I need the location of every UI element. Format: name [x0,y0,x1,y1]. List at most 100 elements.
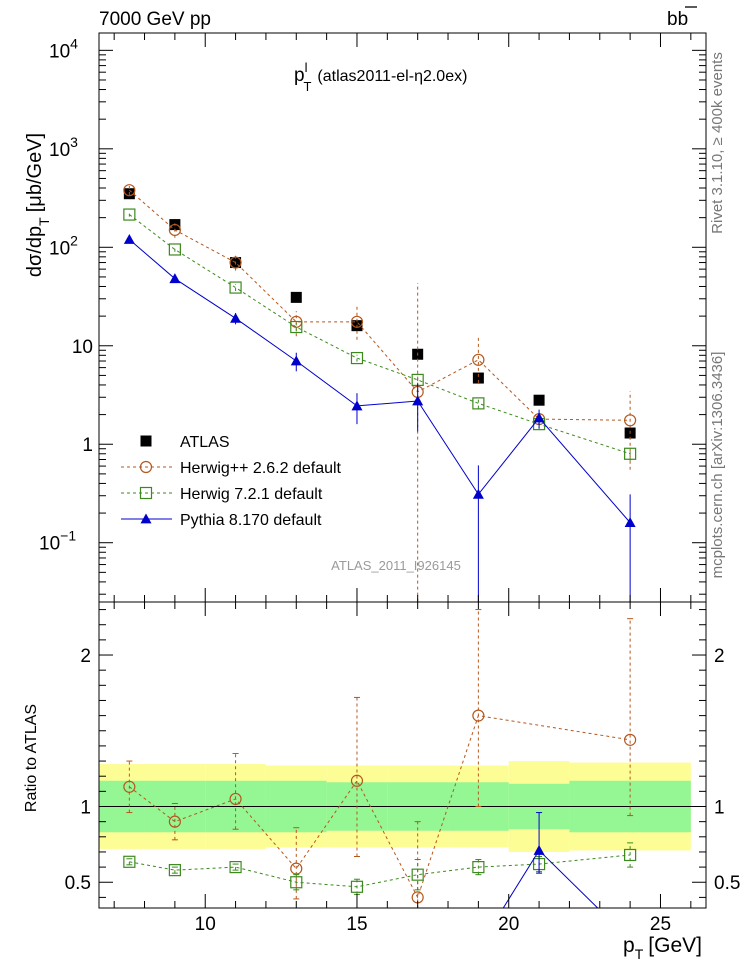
marker-filled-triangle [169,273,181,284]
marker-filled-triangle [140,513,152,524]
marker-open-square [168,243,181,256]
marker-open-square [123,855,136,868]
y-tick-label: 10−1 [39,528,76,555]
legend-entry-2: Herwig 7.2.1 default [121,486,323,503]
ratio-series-line [129,854,631,888]
ratio-series-0 [123,609,637,908]
svg-text:dσ/dpT[μb/GeV]: dσ/dpT [μb/GeV] [24,133,52,277]
title-suffix: (atlas2011-el-η2.0ex) [317,68,467,85]
marker-open-circle [472,709,485,722]
marker-open-circle [472,353,485,366]
ratio-panel-frame [98,601,707,909]
ratio-y-tick-label: 2 [80,646,91,667]
marker-open-square [229,860,242,874]
legend-label: ATLAS [180,434,230,451]
ylabel-symbol: dσ/dp [24,226,46,277]
marker-filled-square [290,291,302,303]
rivet-version-label: Rivet 3.1.10, ≥ 400k events [709,52,726,234]
title-symbol: p [294,65,305,86]
y-tick-label: 104 [49,35,78,62]
marker-open-circle [123,780,136,793]
y-tick-label: 10 [72,337,93,358]
marker-filled-triangle [533,844,545,855]
legend-entry-0: ATLAS [140,434,230,451]
marker-filled-triangle [290,355,302,366]
marker-open-circle [168,815,181,828]
marker-filled-triangle [412,395,424,406]
marker-open-square [139,486,153,500]
x-tick-label: 15 [346,914,367,935]
y-tick-label: 1 [82,435,93,456]
ratio-y-tick-label-right: 1 [714,798,725,819]
series-line [129,214,631,455]
x-tick-label: 10 [195,914,216,935]
marker-filled-square [533,394,545,406]
main-y-axis-title: dσ/dpT [μb/GeV] [24,133,52,277]
series-2 [123,208,637,461]
marker-open-circle [350,315,364,328]
series-0 [123,188,636,439]
marker-open-circle [624,733,637,746]
x-tick-label: 20 [498,914,519,935]
ylabel-unit: [μb/GeV] [24,133,46,212]
marker-open-circle [168,223,181,237]
marker-open-circle [229,792,242,806]
marker-open-circle [624,414,637,427]
marker-open-square [168,864,181,877]
marker-open-square [472,860,485,874]
ratio-axis-ticks: 10 15 20 25 0.5 0.5 1 1 2 2 [65,602,740,935]
marker-open-square [624,447,637,460]
marker-open-square [350,351,364,365]
marker-open-square [229,281,242,294]
marker-open-square [123,208,136,221]
legend-label: Pythia 8.170 default [180,512,322,529]
marker-open-square [350,880,364,893]
marker-filled-triangle [472,488,484,499]
marker-filled-triangle [123,233,135,244]
ratio-series-1 [123,842,637,895]
xlabel-symbol: p [623,934,635,957]
marker-open-square [411,868,424,881]
y-tick-label: 103 [49,134,78,161]
xlabel-subscript: T [635,946,644,962]
marker-open-circle [350,774,364,787]
x-axis-title: pT [GeV] [623,934,702,962]
process-label: bb [667,6,697,30]
series-line [129,239,631,523]
x-tick-label: 25 [650,914,671,935]
analysis-watermark: ATLAS_2011_I926145 [331,558,461,573]
ratio-panel-series [123,609,637,908]
title-superscript: l [305,60,308,75]
marker-open-circle [123,184,136,197]
y-tick-label: 102 [49,232,78,259]
legend-entry-3: Pythia 8.170 default [121,512,322,529]
main-title: pl T (atlas2011-el-η2.0ex) [294,60,467,94]
legend-label: Herwig 7.2.1 default [180,486,323,503]
xlabel-unit: [GeV] [648,934,702,957]
ylabel-subscript: T [36,217,52,226]
ratio-series-line [129,715,631,899]
ratio-series-2 [502,812,599,908]
series-line [129,189,631,421]
main-panel-series [123,184,637,602]
legend-label: Herwig++ 2.6.2 default [180,460,342,477]
ratio-y-axis-title: Ratio to ATLAS [23,704,40,812]
marker-filled-triangle [351,400,363,411]
ratio-y-tick-label-right: 0.5 [714,873,740,894]
ratio-y-tick-label: 1 [80,798,91,819]
energy-label: 7000 GeV pp [99,9,211,30]
mcplots-label: mcplots.cern.ch [arXiv:1306.3436] [709,352,726,579]
ratio-y-tick-label: 0.5 [65,873,91,894]
marker-open-square [290,876,303,889]
marker-open-square [290,320,303,334]
title-subscript: T [303,79,311,94]
marker-filled-triangle [533,412,545,423]
marker-open-square [472,397,485,410]
marker-open-square [624,848,637,862]
series-3 [123,233,636,602]
marker-filled-triangle [230,312,242,323]
marker-open-circle [229,256,242,269]
marker-filled-square [472,372,484,384]
